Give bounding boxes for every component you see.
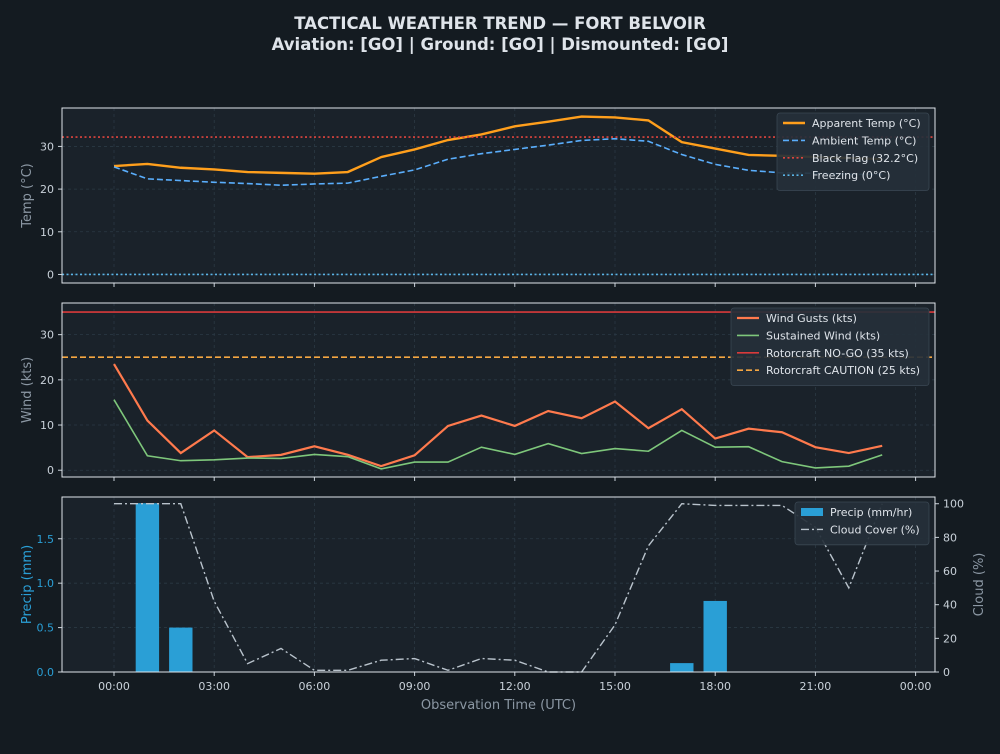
x-tick-label: 18:00 [699, 680, 731, 693]
sustained-wind-line [113, 399, 883, 470]
y2-tick-label: 60 [943, 565, 957, 578]
precipitation-legend: Precip (mm/hr) Cloud Cover (%) [794, 501, 930, 546]
x-tick-label: 12:00 [499, 680, 531, 693]
legend-label: Sustained Wind (kts) [766, 329, 880, 342]
chart-status-line: Aviation: [GO] | Ground: [GO] | Dismount… [272, 35, 729, 55]
y-tick-label: 20 [40, 183, 54, 196]
x-tick-label: 00:00 [98, 680, 130, 693]
legend-box [730, 307, 930, 386]
x-tick-label: 09:00 [399, 680, 431, 693]
ambient-temp-line [113, 137, 883, 187]
x-axis-label: Observation Time (UTC) [421, 698, 576, 713]
y-tick-label: 30 [40, 140, 54, 153]
temperature-legend: Apparent Temp (°C) Ambient Temp (°C) Black… [776, 112, 930, 191]
legend-label: Apparent Temp (°C) [812, 117, 921, 130]
x-tick-label: 00:00 [900, 680, 932, 693]
x-tick-label: 03:00 [198, 680, 230, 693]
cloud-y-axis-label: Cloud (%) [972, 553, 987, 617]
legend-swatch [801, 508, 823, 516]
y2-tick-label: 0 [943, 666, 950, 679]
y-tick-label: 20 [40, 374, 54, 387]
wind-legend: Wind Gusts (kts) Sustained Wind (kts) Roto… [730, 307, 930, 386]
legend-label: Cloud Cover (%) [830, 523, 920, 536]
legend-label: Freezing (0°C) [812, 169, 890, 182]
legend-box [776, 112, 930, 191]
y-tick-label: 1.0 [37, 577, 55, 590]
legend-label: Wind Gusts (kts) [766, 312, 857, 325]
x-tick-label: 15:00 [599, 680, 631, 693]
precipitation-frame [61, 496, 936, 673]
y2-tick-label: 80 [943, 531, 957, 544]
y2-tick-label: 20 [943, 632, 957, 645]
chart-title: TACTICAL WEATHER TREND — FORT BELVOIR [294, 14, 706, 33]
y-tick-label: 0.5 [37, 622, 55, 635]
legend-label: Precip (mm/hr) [830, 506, 912, 519]
legend-label: Black Flag (32.2°C) [812, 152, 918, 165]
x-tick-label: 06:00 [299, 680, 331, 693]
apparent-temp-line [113, 115, 883, 175]
y-tick-label: 0 [47, 464, 54, 477]
y-tick-label: 10 [40, 226, 54, 239]
y-tick-label: 10 [40, 419, 54, 432]
legend-box [794, 501, 930, 546]
temperature-panel: 0 10 20 30 Temp (°C) Apparent Temp (°C) Ambien… [20, 107, 936, 287]
precipitation-plot-area [62, 497, 935, 672]
y-tick-label: 0 [47, 268, 54, 281]
wind-gusts-line [113, 363, 883, 468]
precip-bar [703, 600, 727, 672]
cloud-cover-line [114, 503, 883, 673]
y2-tick-label: 40 [943, 599, 957, 612]
precip-bar [135, 503, 160, 672]
legend-label: Rotorcraft CAUTION (25 kts) [766, 364, 920, 377]
legend-label: Rotorcraft NO-GO (35 kts) [766, 347, 909, 360]
temperature-frame [61, 107, 936, 284]
precip-bar [670, 663, 694, 672]
y2-tick-label: 100 [943, 498, 964, 511]
precip-bar [169, 627, 193, 672]
y-tick-label: 1.5 [37, 533, 55, 546]
y-tick-label: 30 [40, 329, 54, 342]
temperature-y-axis-label: Temp (°C) [20, 163, 35, 229]
legend-label: Ambient Temp (°C) [812, 134, 916, 147]
y-tick-label: 0.0 [37, 666, 55, 679]
wind-y-axis-label: Wind (kts) [20, 357, 35, 423]
x-tick-label: 21:00 [800, 680, 832, 693]
wind-frame [61, 302, 936, 478]
precipitation-y-axis-label: Precip (mm) [20, 545, 35, 624]
wind-panel: 0 10 20 30 Wind (kts) Wind Gusts (kts) Sustain… [20, 302, 936, 481]
